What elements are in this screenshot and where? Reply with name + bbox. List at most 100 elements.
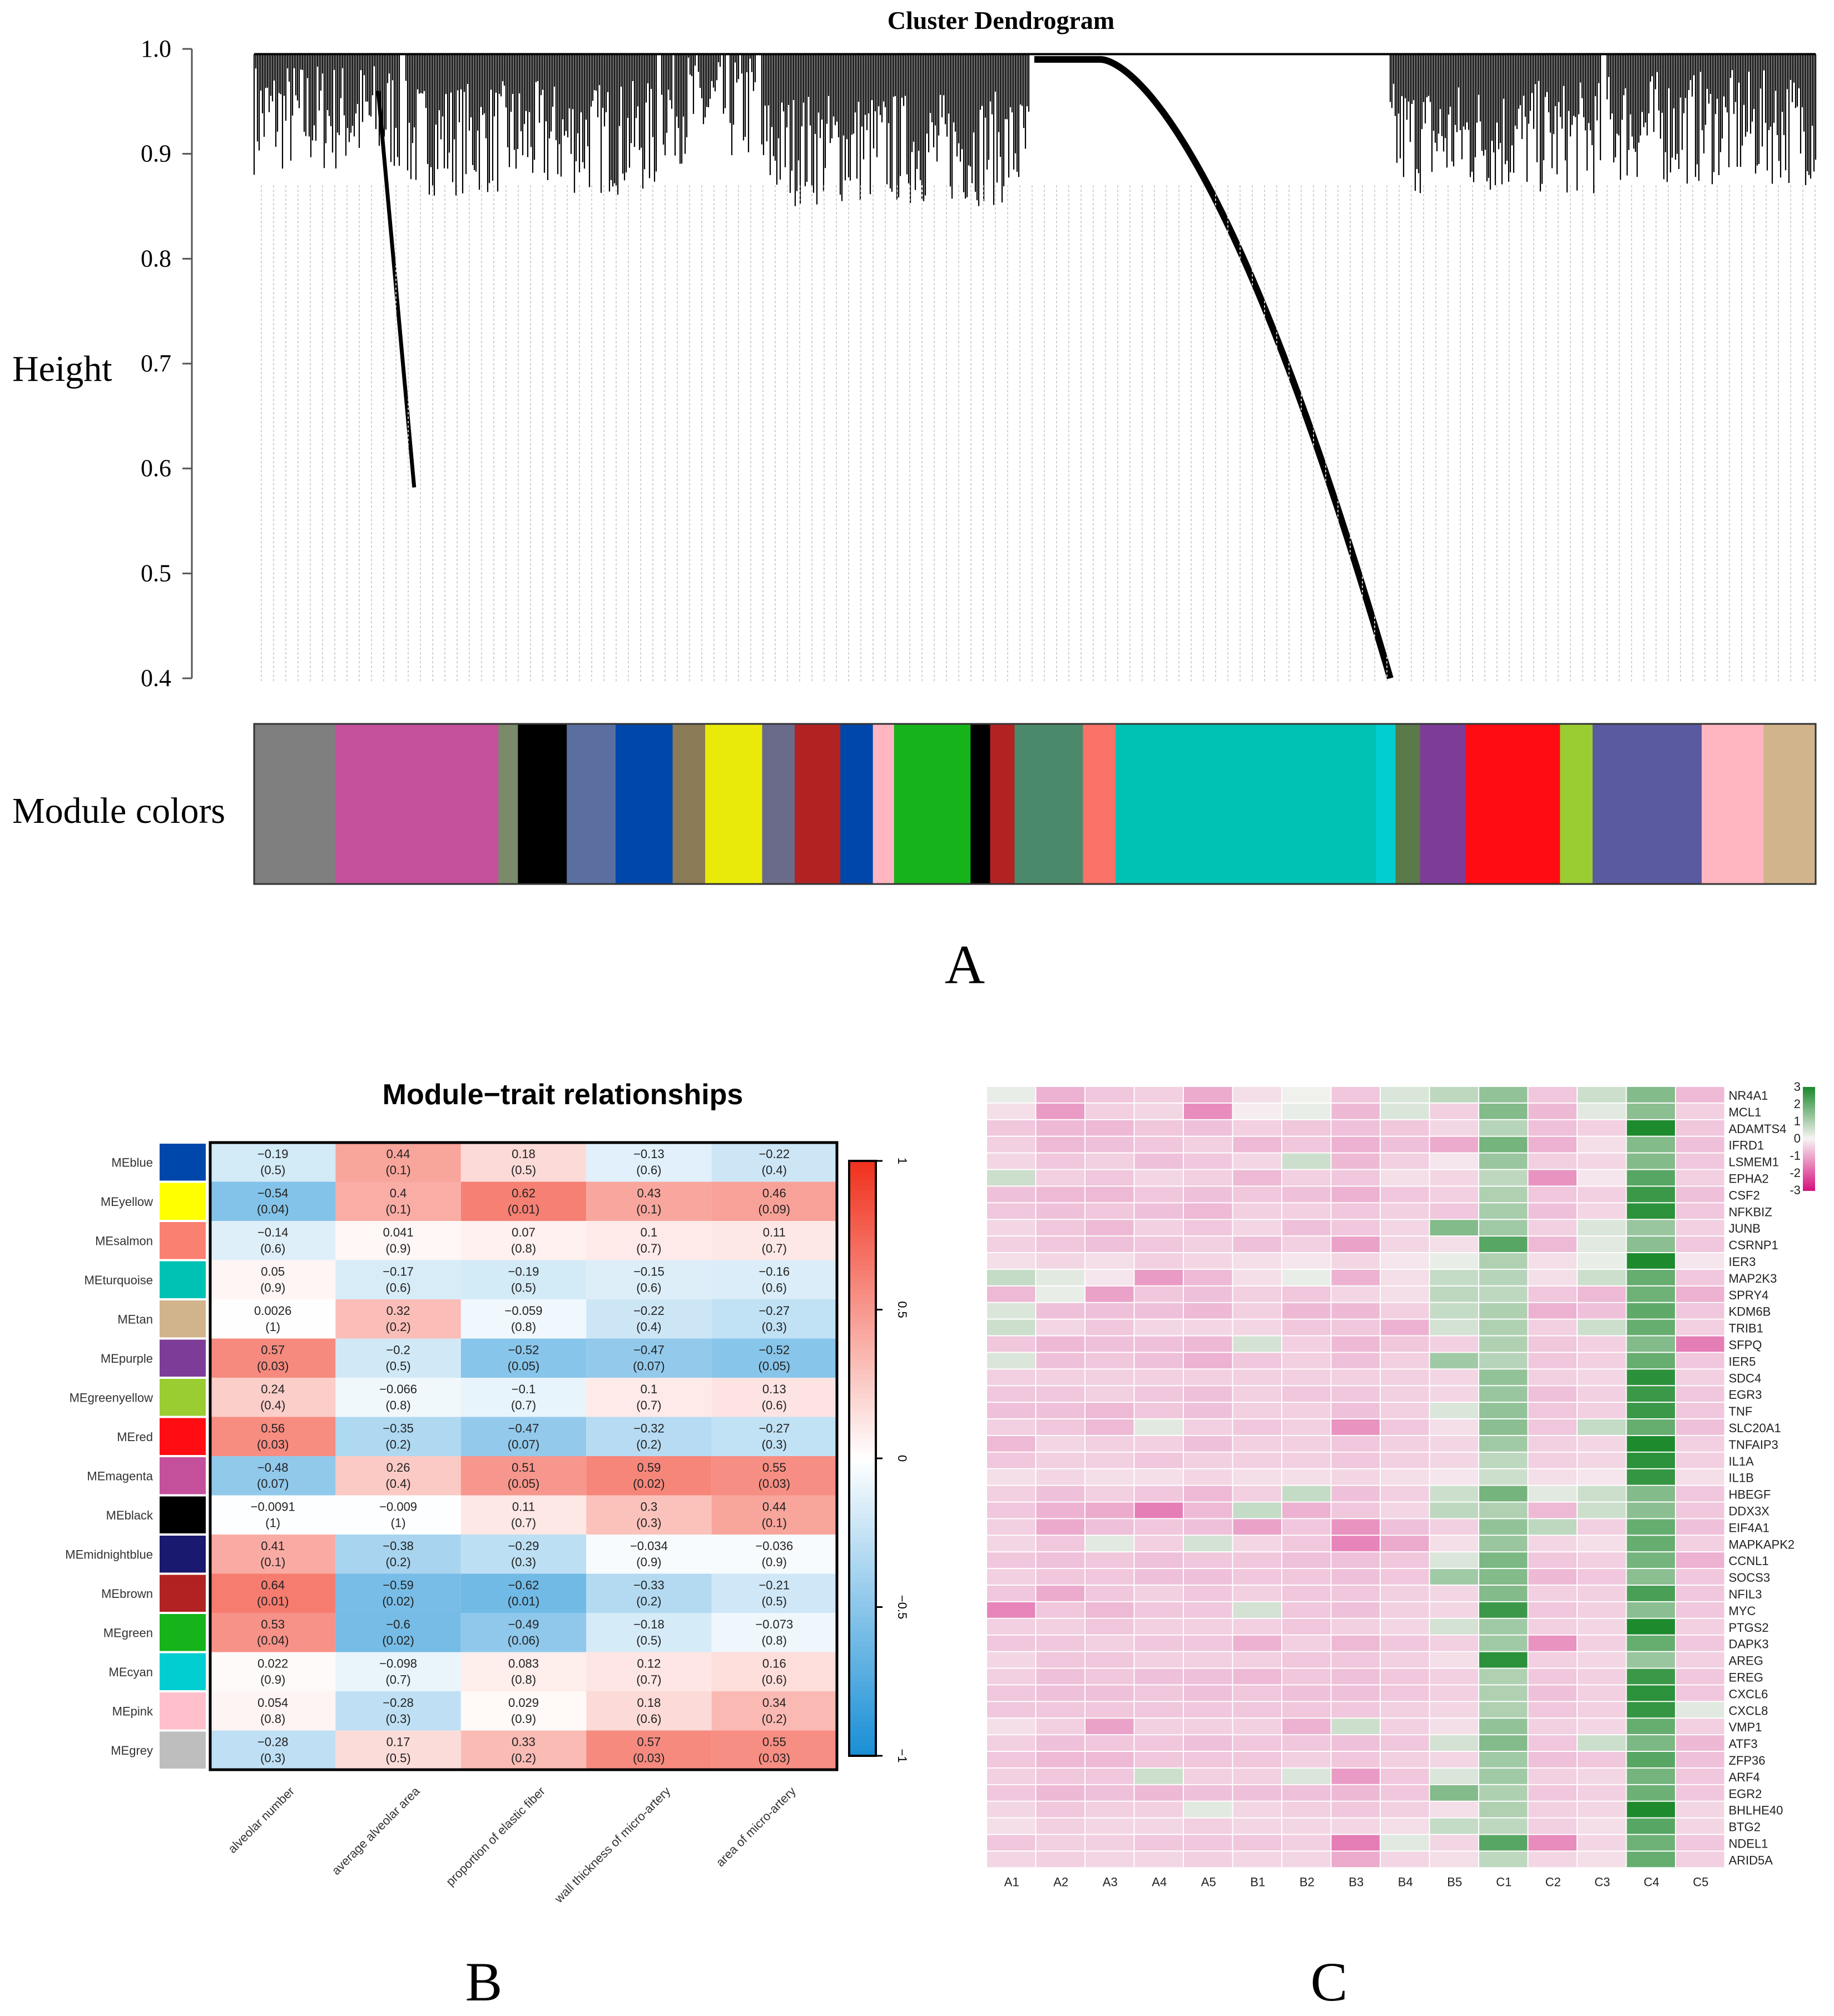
gene-heatmap-cell [1085, 1353, 1134, 1369]
gene-heatmap-cell [1134, 1103, 1183, 1119]
gene-colorbar-step [1803, 1119, 1815, 1121]
correlation-label: −0.19 [257, 1147, 289, 1161]
module-trait-cell [460, 1730, 587, 1770]
correlation-label: −0.2 [386, 1343, 410, 1357]
gene-heatmap-cell [1528, 1120, 1577, 1136]
gene-heatmap-cell [1528, 1752, 1577, 1767]
gene-heatmap-cell [987, 1386, 1035, 1402]
gene-heatmap-cell [1036, 1602, 1084, 1618]
module-trait-cell [210, 1181, 336, 1221]
correlation-label: −0.034 [630, 1539, 668, 1553]
gene-heatmap-cell [1282, 1469, 1331, 1485]
trait-column-label: area of micro-artery [713, 1784, 798, 1869]
colorbar-step [849, 1354, 876, 1360]
gene-heatmap-cell [1381, 1652, 1429, 1668]
correlation-label: 0.64 [261, 1578, 285, 1592]
gene-heatmap-cell [1331, 1702, 1380, 1718]
module-trait-cell [335, 1143, 461, 1182]
gene-heatmap-cell [1676, 1087, 1724, 1103]
gene-heatmap-cell [987, 1237, 1035, 1252]
gene-heatmap-cell [1430, 1635, 1478, 1651]
gene-heatmap-cell [1134, 1768, 1183, 1784]
colorbar-step [849, 1175, 876, 1181]
gene-heatmap-cell [1085, 1502, 1134, 1518]
gene-heatmap-cell [1578, 1386, 1626, 1402]
gene-colorbar-step [1803, 1097, 1815, 1099]
gene-heatmap-cell [1479, 1685, 1528, 1701]
gene-heatmap-cell [987, 1669, 1035, 1685]
module-swatch [160, 1418, 206, 1455]
gene-heatmap-cell [1627, 1669, 1675, 1685]
gene-heatmap-cell [1479, 1552, 1528, 1568]
pvalue-label: (0.1) [636, 1203, 661, 1216]
gene-colorbar-step [1803, 1129, 1815, 1132]
pvalue-label: (0.9) [385, 1242, 410, 1255]
module-trait-cell [210, 1260, 336, 1299]
correlation-label: 0.57 [637, 1735, 661, 1749]
correlation-label: −0.22 [633, 1304, 665, 1318]
sample-column-label: B4 [1398, 1875, 1413, 1889]
gene-row-label: LSMEM1 [1729, 1155, 1779, 1169]
correlation-label: −0.38 [383, 1539, 414, 1553]
gene-heatmap-cell [1528, 1719, 1577, 1735]
gene-heatmap-cell [1627, 1586, 1675, 1601]
correlation-label: 0.13 [762, 1382, 786, 1396]
gene-heatmap-cell [1282, 1419, 1331, 1435]
gene-heatmap-cell [1528, 1519, 1577, 1535]
gene-heatmap-cell [1430, 1801, 1478, 1818]
gene-heatmap-cell [1036, 1087, 1084, 1103]
gene-heatmap-cell [1036, 1669, 1084, 1685]
gene-colorbar-step [1803, 1163, 1815, 1165]
pvalue-label: (0.8) [762, 1633, 787, 1647]
gene-row-label: DAPK3 [1729, 1637, 1769, 1651]
gene-row-label: NR4A1 [1729, 1089, 1768, 1103]
pvalue-label: (0.05) [759, 1359, 790, 1373]
module-swatch [160, 1144, 206, 1181]
gene-heatmap-cell [1184, 1103, 1232, 1119]
gene-heatmap-cell [1233, 1652, 1281, 1668]
module-trait-cell [460, 1338, 587, 1378]
gene-heatmap-cell [1184, 1319, 1232, 1335]
dendrogram-branch-cluster [1389, 53, 1602, 193]
trait-column-label: wall thickness of micro-artery [551, 1784, 673, 1906]
pvalue-label: (0.04) [257, 1203, 289, 1216]
gene-heatmap-cell [987, 1403, 1035, 1418]
module-row-label: MEpink [112, 1704, 153, 1718]
gene-heatmap-cell [1627, 1136, 1675, 1153]
gene-heatmap-cell [1282, 1452, 1331, 1468]
gene-heatmap-cell [1233, 1702, 1281, 1718]
gene-heatmap-cell [1036, 1469, 1084, 1485]
module-trait-cell [335, 1535, 461, 1574]
module-trait-cell [711, 1535, 837, 1574]
gene-heatmap-cell [987, 1286, 1035, 1302]
gene-heatmap-cell [1184, 1618, 1232, 1635]
gene-heatmap-cell [1430, 1502, 1478, 1518]
gene-heatmap-cell [1381, 1253, 1429, 1269]
y-tick-label: 1.0 [141, 35, 171, 62]
colorbar-step [849, 1686, 876, 1692]
gene-heatmap-cell [1627, 1286, 1675, 1302]
gene-heatmap-cell [1578, 1502, 1626, 1518]
gene-heatmap-cell [1331, 1719, 1380, 1735]
pvalue-label: (0.3) [385, 1712, 410, 1726]
gene-heatmap-cell [1479, 1502, 1528, 1518]
gene-heatmap-cell [987, 1186, 1035, 1203]
gene-heatmap-cell [1676, 1502, 1724, 1518]
correlation-label: −0.059 [505, 1304, 543, 1318]
gene-heatmap-cell [1627, 1519, 1675, 1535]
pvalue-label: (0.9) [260, 1281, 285, 1295]
gene-heatmap-cell [1036, 1735, 1084, 1751]
gene-heatmap-cell [1627, 1403, 1675, 1418]
pvalue-label: (0.07) [257, 1477, 289, 1491]
gene-heatmap-cell [1134, 1403, 1183, 1418]
pvalue-label: (0.03) [759, 1751, 790, 1765]
correlation-label: −0.1 [512, 1382, 536, 1396]
correlation-label: −0.47 [633, 1343, 665, 1357]
gene-heatmap-cell [1627, 1087, 1675, 1103]
gene-row-label: CXCL6 [1729, 1687, 1768, 1701]
gene-heatmap-cell [1528, 1220, 1577, 1236]
gene-heatmap-cell [1085, 1269, 1134, 1285]
gene-heatmap-cell [1381, 1702, 1429, 1718]
gene-heatmap-cell [1134, 1220, 1183, 1236]
gene-heatmap-cell [1479, 1253, 1528, 1269]
